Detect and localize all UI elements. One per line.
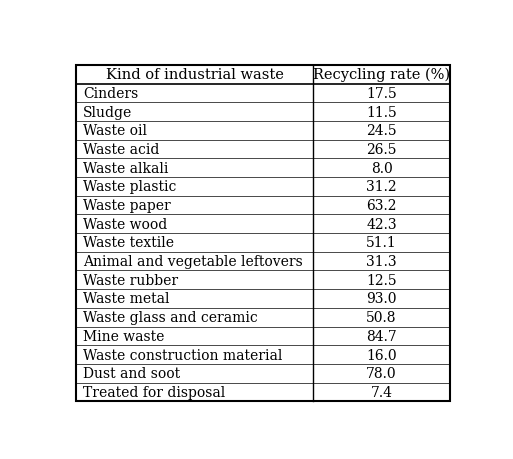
Text: Animal and vegetable leftovers: Animal and vegetable leftovers xyxy=(83,255,303,269)
Text: 31.3: 31.3 xyxy=(366,255,397,269)
Text: Dust and soot: Dust and soot xyxy=(83,366,181,381)
Text: 50.8: 50.8 xyxy=(366,311,397,325)
Text: 11.5: 11.5 xyxy=(366,105,397,119)
Text: Waste wood: Waste wood xyxy=(83,217,167,231)
Text: 51.1: 51.1 xyxy=(366,236,397,250)
Text: Waste acid: Waste acid xyxy=(83,143,160,157)
Text: Recycling rate (%): Recycling rate (%) xyxy=(313,68,450,82)
Text: Waste alkali: Waste alkali xyxy=(83,161,169,175)
Text: Mine waste: Mine waste xyxy=(83,329,165,343)
Text: Sludge: Sludge xyxy=(83,105,132,119)
Text: 24.5: 24.5 xyxy=(366,124,397,138)
Text: 31.2: 31.2 xyxy=(366,180,397,194)
Text: 7.4: 7.4 xyxy=(370,385,392,399)
Text: 84.7: 84.7 xyxy=(366,329,397,343)
Text: Cinders: Cinders xyxy=(83,87,139,101)
Text: Waste paper: Waste paper xyxy=(83,199,171,213)
Text: Kind of industrial waste: Kind of industrial waste xyxy=(106,68,284,82)
Text: 12.5: 12.5 xyxy=(366,273,397,287)
Text: Waste metal: Waste metal xyxy=(83,292,170,306)
Text: Waste construction material: Waste construction material xyxy=(83,348,283,362)
Text: Treated for disposal: Treated for disposal xyxy=(83,385,225,399)
Text: 16.0: 16.0 xyxy=(366,348,397,362)
Text: Waste plastic: Waste plastic xyxy=(83,180,176,194)
Text: Waste textile: Waste textile xyxy=(83,236,174,250)
Text: 26.5: 26.5 xyxy=(366,143,397,157)
Text: 17.5: 17.5 xyxy=(366,87,397,101)
Text: 63.2: 63.2 xyxy=(366,199,397,213)
Text: 8.0: 8.0 xyxy=(371,161,392,175)
Text: 78.0: 78.0 xyxy=(366,366,397,381)
Text: 42.3: 42.3 xyxy=(366,217,397,231)
Text: Waste rubber: Waste rubber xyxy=(83,273,179,287)
Text: 93.0: 93.0 xyxy=(366,292,397,306)
Text: Waste glass and ceramic: Waste glass and ceramic xyxy=(83,311,258,325)
Text: Waste oil: Waste oil xyxy=(83,124,147,138)
